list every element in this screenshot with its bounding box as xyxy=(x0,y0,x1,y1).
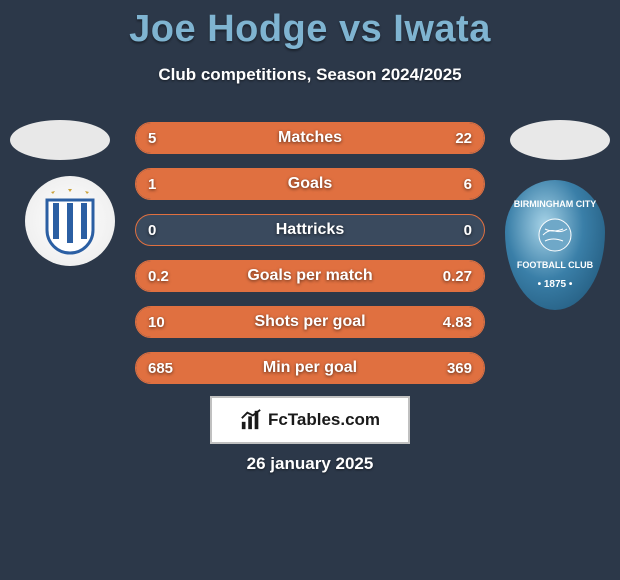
stat-bar: 00Hattricks xyxy=(135,214,485,246)
bar-label: Goals xyxy=(136,169,484,199)
club-right-line1: BIRMINGHAM CITY xyxy=(514,198,597,211)
club-right-line2: FOOTBALL CLUB xyxy=(514,259,597,272)
birmingham-crest-icon: BIRMINGHAM CITY FOOTBALL CLUB • 1875 • xyxy=(508,192,603,297)
stat-bar: 685369Min per goal xyxy=(135,352,485,384)
bar-label: Min per goal xyxy=(136,353,484,383)
stat-bar: 104.83Shots per goal xyxy=(135,306,485,338)
stat-bar: 0.20.27Goals per match xyxy=(135,260,485,292)
chart-icon xyxy=(240,409,262,431)
source-text: FcTables.com xyxy=(268,410,380,430)
player-photo-left xyxy=(10,120,110,160)
club-badge-right: BIRMINGHAM CITY FOOTBALL CLUB • 1875 • xyxy=(505,180,605,310)
page-title: Joe Hodge vs Iwata xyxy=(0,0,620,51)
huddersfield-crest-icon xyxy=(35,186,105,256)
bar-label: Shots per goal xyxy=(136,307,484,337)
stats-bars: 522Matches 16Goals 00Hattricks 0.20.27Goals… xyxy=(135,122,485,398)
source-badge: FcTables.com xyxy=(210,396,410,444)
bar-label: Hattricks xyxy=(136,215,484,245)
bar-label: Goals per match xyxy=(136,261,484,291)
player-photo-right xyxy=(510,120,610,160)
club-badge-left xyxy=(25,176,115,266)
club-right-year: • 1875 • xyxy=(514,278,597,292)
stat-bar: 522Matches xyxy=(135,122,485,154)
page-subtitle: Club competitions, Season 2024/2025 xyxy=(0,65,620,85)
stat-bar: 16Goals xyxy=(135,168,485,200)
bar-label: Matches xyxy=(136,123,484,153)
date-text: 26 january 2025 xyxy=(0,454,620,474)
